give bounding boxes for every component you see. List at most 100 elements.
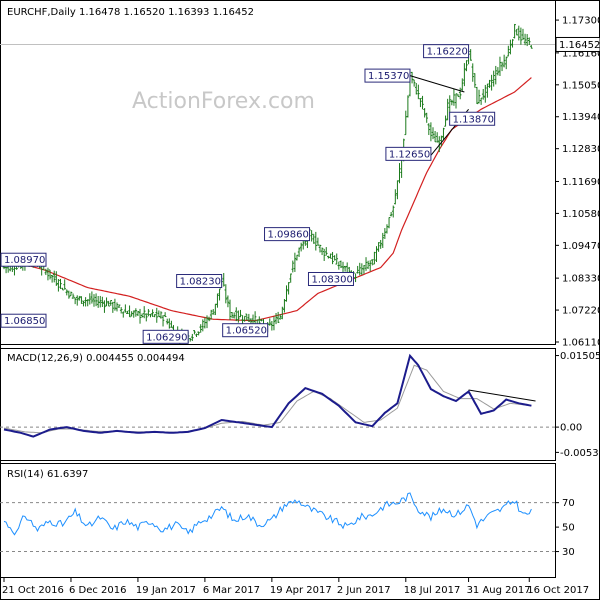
price-bar [232, 312, 236, 319]
price-bar [452, 88, 456, 106]
price-bar [471, 63, 475, 82]
price-bar [379, 239, 382, 249]
moving-average-line [3, 77, 532, 322]
annotation-label: 1.06850 [4, 316, 45, 327]
price-bar [121, 311, 125, 318]
price-annotation: 1.06520 [222, 323, 269, 338]
price-bar [356, 265, 359, 274]
macd-pane-title: MACD(12,26,9) 0.004455 0.004494 [7, 353, 185, 364]
price-bar [239, 309, 242, 318]
annotation-box [142, 329, 189, 344]
rsi-tick-label: 30 [562, 547, 575, 558]
price-bar [245, 313, 249, 321]
price-bar [333, 255, 336, 261]
price-bar [44, 268, 48, 276]
price-bar [454, 93, 458, 109]
price-bar [387, 217, 391, 229]
price-axis: 1.17300 1.16160 1.15050 1.13940 1.12830 1.116… [555, 16, 600, 349]
price-bar [448, 95, 452, 114]
rsi-path [3, 492, 532, 536]
price-bar [316, 237, 320, 246]
rsi-tick-label: 50 [562, 523, 575, 534]
annotation-label: 1.09860 [268, 230, 309, 241]
price-bar [191, 333, 194, 342]
price-bar [274, 312, 278, 325]
price-bar [71, 293, 75, 299]
time-axis: 21 Oct 2016 6 Dec 2016 19 Jan 2017 6 Mar 20… [2, 578, 589, 596]
price-bar [362, 265, 366, 274]
annotation-label: 1.08970 [4, 255, 45, 266]
price-tick-label: 1.09470 [562, 241, 600, 252]
annotation-label: 1.08230 [180, 277, 221, 288]
price-bar [437, 136, 441, 153]
price-bar [530, 45, 533, 49]
annotation-box [423, 44, 470, 59]
price-bar [155, 307, 159, 323]
price-bar [341, 261, 345, 273]
price-bar [151, 309, 154, 317]
price-bar [161, 315, 165, 327]
price-bar [525, 34, 529, 47]
price-bar [67, 290, 71, 299]
price-annotation: 1.08230 [176, 274, 223, 289]
price-bar [142, 306, 146, 319]
price-bar [458, 87, 462, 100]
macd-axis: 0.015052 0.00 -0.005321 [555, 351, 600, 459]
price-bar [119, 307, 123, 314]
macd-tick-label: -0.005321 [560, 448, 600, 459]
macd-trendline-path [468, 389, 536, 402]
price-bar [211, 309, 215, 315]
price-bar [230, 312, 234, 319]
price-bar [427, 123, 431, 136]
price-bars [2, 23, 533, 345]
current-price-box [555, 36, 600, 52]
price-bar [496, 67, 500, 76]
macd-trendline [468, 389, 536, 402]
price-bar [61, 287, 64, 291]
price-bar [337, 261, 341, 270]
rsi-axis: 70 50 30 [555, 498, 575, 558]
price-bar [377, 242, 380, 252]
price-bar [46, 267, 50, 281]
price-tick-label: 1.17300 [562, 16, 600, 27]
price-bar [419, 98, 422, 108]
price-bar [216, 293, 219, 308]
price-bar [523, 33, 527, 46]
rsi-line [3, 492, 532, 536]
annotation-box [449, 111, 496, 126]
macd-tick-label: 0.015052 [560, 351, 600, 362]
time-tick-label: 16 Oct 2017 [527, 585, 589, 596]
price-bar [188, 337, 192, 342]
price-bar [331, 251, 334, 265]
price-bar [412, 79, 416, 87]
moving-average-path [3, 77, 532, 322]
macd-pane: MACD(12,26,9) 0.004455 0.004494 0.015052… [0, 348, 600, 461]
price-bar [224, 284, 228, 304]
price-bar [444, 115, 447, 127]
price-bar [440, 135, 443, 147]
price-bar [364, 257, 368, 271]
price-bar [124, 304, 127, 313]
price-bar [463, 63, 466, 87]
price-bar [163, 312, 167, 318]
price-bar [126, 310, 129, 314]
price-tick-label: 1.06110 [562, 338, 600, 349]
price-bar [260, 318, 263, 322]
price-bar [421, 95, 424, 110]
price-bar [417, 84, 420, 100]
price-bar [297, 247, 301, 257]
annotation-label: 1.15370 [368, 71, 409, 82]
price-bar [375, 246, 378, 262]
price-bar [153, 314, 156, 318]
price-bar [199, 324, 203, 333]
time-tick-label: 6 Dec 2016 [69, 585, 127, 596]
price-annotation: 1.16220 [423, 44, 470, 59]
rsi-pane: RSI(14) 61.6397 70 50 30 [0, 463, 575, 578]
annotation-label: 1.16220 [427, 47, 468, 58]
current-price-label: 1.16452 [559, 40, 600, 51]
price-bar [92, 294, 96, 307]
annotation-box [222, 323, 269, 338]
price-bar [78, 295, 81, 301]
price-bar [429, 122, 433, 142]
price-bar [226, 295, 230, 308]
